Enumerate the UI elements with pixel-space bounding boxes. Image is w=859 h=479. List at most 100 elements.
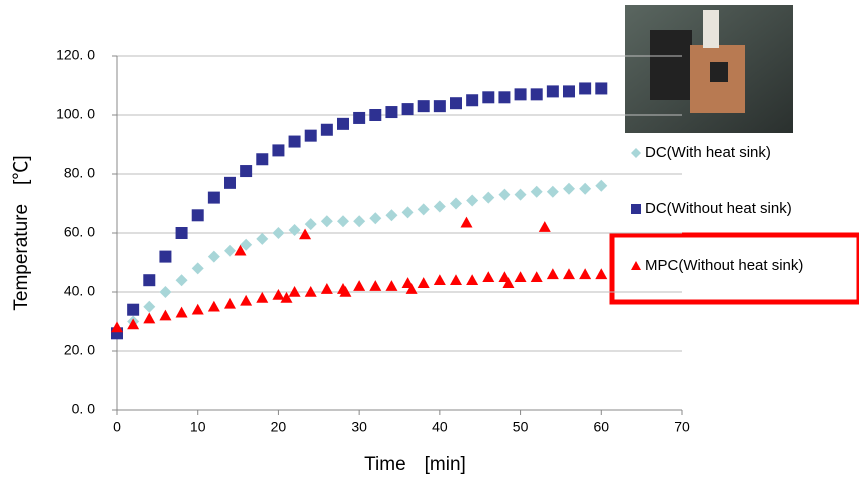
marker [207, 300, 220, 312]
marker [563, 85, 575, 98]
marker [530, 185, 543, 198]
marker [433, 100, 446, 113]
marker [385, 280, 398, 291]
marker [563, 268, 575, 280]
marker [498, 91, 511, 104]
marker [337, 215, 349, 228]
marker [127, 318, 140, 330]
x-tick-label: 50 [513, 419, 529, 435]
marker [304, 218, 317, 231]
marker [595, 82, 608, 95]
y-tick-label: 20. 0 [64, 342, 95, 358]
marker [224, 176, 236, 189]
marker [369, 109, 382, 121]
marker [417, 203, 430, 216]
marker [320, 215, 333, 228]
marker [631, 148, 641, 158]
marker [385, 209, 398, 222]
marker [498, 188, 511, 201]
y-tick-label: 40. 0 [64, 283, 95, 299]
marker [159, 309, 172, 321]
marker [159, 286, 172, 298]
marker [417, 277, 430, 288]
marker [433, 274, 446, 285]
marker [460, 216, 473, 228]
marker [304, 129, 317, 142]
marker [175, 306, 188, 318]
x-tick-label: 70 [674, 419, 690, 435]
marker [353, 111, 366, 124]
x-axis-title: Time [min] [364, 454, 466, 475]
marker [530, 88, 543, 101]
marker [401, 103, 414, 116]
marker [450, 274, 462, 285]
marker [579, 82, 592, 95]
marker [353, 280, 366, 291]
x-tick-label: 20 [271, 419, 287, 435]
marker [595, 268, 608, 280]
marker [466, 274, 479, 285]
marker [320, 283, 333, 294]
marker [514, 88, 527, 101]
marker [224, 244, 236, 257]
marker [280, 291, 293, 303]
y-tick-label: 100. 0 [56, 106, 95, 122]
marker [514, 188, 527, 201]
marker [538, 221, 551, 232]
marker [288, 224, 301, 237]
marker [482, 191, 495, 204]
marker [546, 268, 559, 280]
marker [127, 303, 140, 316]
marker [191, 209, 204, 222]
marker [207, 250, 220, 263]
marker [256, 153, 269, 166]
marker [320, 123, 333, 136]
marker [159, 250, 172, 263]
marker [546, 185, 559, 198]
x-tick-label: 10 [190, 419, 206, 435]
marker [288, 286, 301, 297]
highlight-box [609, 232, 859, 305]
marker [337, 117, 349, 130]
y-tick-label: 120. 0 [56, 47, 95, 63]
legend-label: DC(Without heat sink) [645, 200, 792, 217]
marker [631, 204, 641, 214]
photo [625, 5, 793, 133]
marker [369, 212, 382, 225]
marker [401, 206, 414, 219]
marker [563, 182, 575, 195]
marker [143, 300, 156, 313]
marker [482, 91, 495, 104]
marker [240, 294, 253, 306]
marker [433, 200, 446, 213]
marker [175, 227, 188, 239]
y-tick-label: 60. 0 [64, 224, 95, 240]
marker [256, 291, 269, 303]
marker [546, 85, 559, 98]
marker [191, 262, 204, 275]
legend-label: MPC(Without heat sink) [645, 257, 803, 274]
marker [579, 182, 592, 195]
marker [272, 144, 285, 157]
marker [482, 271, 495, 283]
marker [234, 244, 247, 256]
marker [514, 271, 527, 283]
marker [466, 194, 479, 207]
marker [143, 274, 156, 287]
marker [450, 97, 462, 110]
marker [450, 197, 462, 210]
marker [256, 232, 269, 245]
marker [353, 215, 366, 228]
marker [385, 106, 398, 119]
marker [240, 165, 253, 178]
marker [207, 191, 220, 204]
marker [299, 228, 312, 240]
marker [417, 100, 430, 113]
marker [272, 227, 285, 239]
marker [304, 286, 317, 297]
marker [175, 274, 188, 287]
marker [405, 283, 418, 294]
marker [339, 286, 352, 297]
marker [369, 280, 382, 291]
